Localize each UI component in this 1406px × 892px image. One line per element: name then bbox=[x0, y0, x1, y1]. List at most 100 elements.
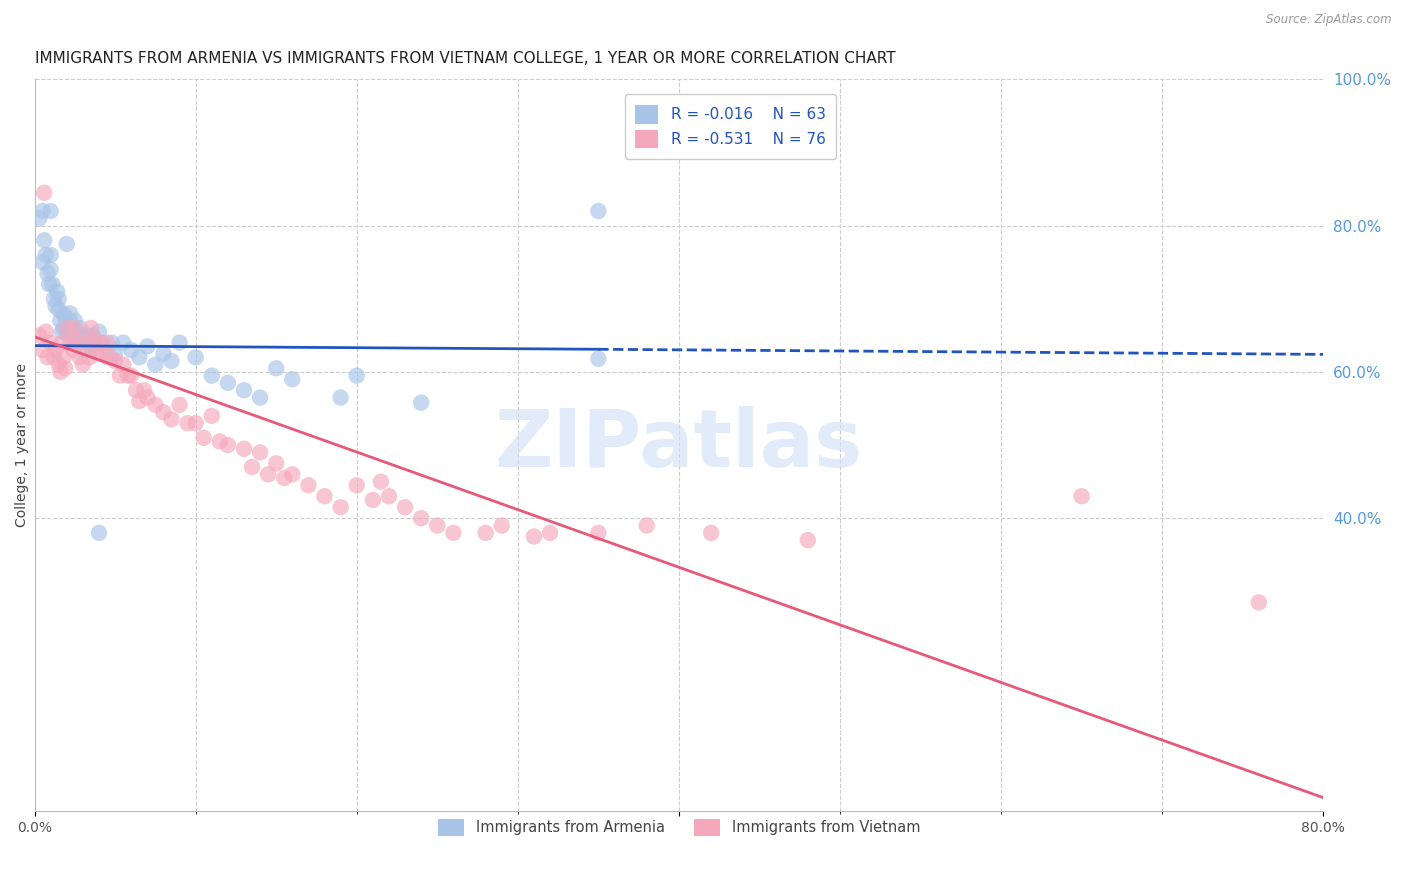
Text: IMMIGRANTS FROM ARMENIA VS IMMIGRANTS FROM VIETNAM COLLEGE, 1 YEAR OR MORE CORRE: IMMIGRANTS FROM ARMENIA VS IMMIGRANTS FR… bbox=[35, 51, 896, 66]
Point bbox=[51, 325, 73, 339]
Point bbox=[281, 372, 304, 386]
Point bbox=[346, 368, 368, 383]
Point bbox=[128, 351, 150, 365]
Point bbox=[184, 416, 207, 430]
Point bbox=[491, 518, 513, 533]
Point bbox=[128, 394, 150, 409]
Point bbox=[38, 277, 60, 292]
Point bbox=[1247, 595, 1270, 609]
Point bbox=[160, 412, 183, 426]
Point bbox=[441, 525, 464, 540]
Point bbox=[329, 391, 352, 405]
Point bbox=[201, 368, 224, 383]
Point bbox=[48, 292, 70, 306]
Point bbox=[361, 492, 384, 507]
Point bbox=[96, 351, 118, 365]
Point bbox=[83, 332, 105, 346]
Point bbox=[120, 368, 142, 383]
Point bbox=[132, 383, 155, 397]
Y-axis label: College, 1 year or more: College, 1 year or more bbox=[15, 363, 30, 527]
Point bbox=[39, 262, 62, 277]
Point bbox=[136, 391, 159, 405]
Point bbox=[233, 442, 256, 456]
Point bbox=[63, 321, 86, 335]
Point bbox=[79, 351, 101, 365]
Point bbox=[62, 328, 84, 343]
Point bbox=[152, 405, 174, 419]
Point bbox=[257, 467, 280, 482]
Point bbox=[96, 335, 118, 350]
Point bbox=[474, 525, 496, 540]
Point bbox=[98, 351, 121, 365]
Point bbox=[700, 525, 723, 540]
Point bbox=[52, 306, 75, 320]
Point bbox=[87, 525, 110, 540]
Point bbox=[145, 398, 167, 412]
Point bbox=[39, 204, 62, 219]
Point bbox=[91, 346, 114, 360]
Point bbox=[31, 204, 53, 219]
Point bbox=[120, 343, 142, 357]
Point bbox=[51, 335, 73, 350]
Point bbox=[101, 335, 124, 350]
Point bbox=[1070, 489, 1092, 503]
Point bbox=[523, 529, 546, 543]
Point bbox=[28, 328, 51, 343]
Point bbox=[52, 321, 75, 335]
Point bbox=[69, 321, 91, 335]
Point bbox=[176, 416, 198, 430]
Point bbox=[538, 525, 561, 540]
Point bbox=[193, 431, 215, 445]
Point bbox=[588, 525, 610, 540]
Point bbox=[411, 511, 433, 525]
Point bbox=[39, 335, 62, 350]
Point bbox=[264, 361, 287, 376]
Point bbox=[370, 475, 392, 489]
Point bbox=[273, 471, 295, 485]
Point bbox=[136, 339, 159, 353]
Point bbox=[63, 314, 86, 328]
Point bbox=[87, 335, 110, 350]
Point bbox=[67, 335, 90, 350]
Point bbox=[31, 255, 53, 269]
Point bbox=[233, 383, 256, 397]
Point bbox=[60, 318, 83, 332]
Point bbox=[42, 351, 65, 365]
Point bbox=[145, 358, 167, 372]
Point bbox=[31, 343, 53, 357]
Point bbox=[588, 351, 610, 366]
Point bbox=[62, 343, 84, 357]
Point bbox=[249, 391, 271, 405]
Point bbox=[281, 467, 304, 482]
Point bbox=[53, 361, 76, 376]
Point bbox=[55, 321, 77, 335]
Point bbox=[217, 438, 239, 452]
Point bbox=[104, 346, 127, 360]
Point bbox=[329, 500, 352, 515]
Point bbox=[49, 314, 72, 328]
Point bbox=[28, 211, 51, 226]
Point bbox=[208, 434, 231, 449]
Point bbox=[72, 332, 94, 346]
Point bbox=[69, 351, 91, 365]
Point bbox=[636, 518, 658, 533]
Point bbox=[72, 358, 94, 372]
Point bbox=[588, 204, 610, 219]
Point bbox=[112, 358, 135, 372]
Point bbox=[86, 346, 108, 360]
Point bbox=[35, 325, 58, 339]
Point bbox=[65, 332, 87, 346]
Point bbox=[76, 328, 98, 343]
Point bbox=[49, 365, 72, 379]
Point bbox=[797, 533, 820, 548]
Point bbox=[39, 248, 62, 262]
Point bbox=[37, 266, 59, 280]
Point bbox=[346, 478, 368, 492]
Point bbox=[84, 339, 107, 353]
Point bbox=[58, 328, 80, 343]
Point bbox=[44, 343, 66, 357]
Point bbox=[314, 489, 336, 503]
Point bbox=[35, 248, 58, 262]
Point bbox=[42, 292, 65, 306]
Point bbox=[80, 321, 103, 335]
